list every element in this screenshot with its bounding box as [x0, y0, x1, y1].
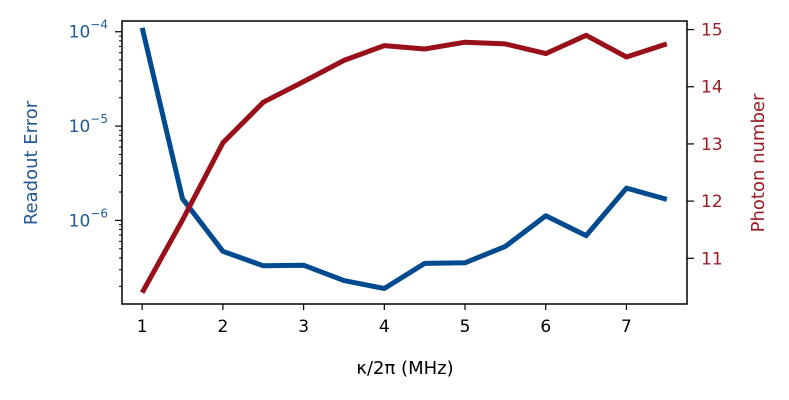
left-y-axis-label: Readout Error: [21, 100, 42, 225]
left-tick-label: 10−6: [69, 206, 108, 231]
right-y-axis: 11 12 13 14 15: [687, 21, 723, 269]
right-tick-label: 14: [701, 78, 723, 98]
x-tick-label: 4: [379, 317, 390, 337]
x-tick-label: 3: [298, 317, 309, 337]
x-axis-label: κ/2π (MHz): [356, 358, 453, 379]
right-tick-label: 12: [701, 192, 723, 212]
left-y-axis: 10−6 10−5 10−4: [69, 18, 122, 287]
plot-frame: [121, 20, 688, 305]
left-tick-label: 10−4: [69, 18, 108, 43]
x-tick-label: 6: [540, 317, 551, 337]
readout-error-line: [139, 27, 668, 291]
x-tick-label: 2: [217, 317, 228, 337]
photon-number-line: [140, 32, 668, 294]
x-tick-label: 1: [137, 317, 148, 337]
right-tick-label: 13: [701, 135, 723, 155]
x-tick-label: 7: [621, 317, 632, 337]
plot-lines: [139, 27, 668, 294]
right-y-axis-label: Photon number: [748, 93, 769, 232]
x-axis: 1 2 3 4 5 6 7: [137, 304, 632, 337]
right-tick-label: 15: [701, 21, 723, 41]
right-tick-label: 11: [701, 249, 723, 269]
left-tick-label: 10−5: [69, 112, 108, 137]
x-tick-label: 5: [460, 317, 471, 337]
